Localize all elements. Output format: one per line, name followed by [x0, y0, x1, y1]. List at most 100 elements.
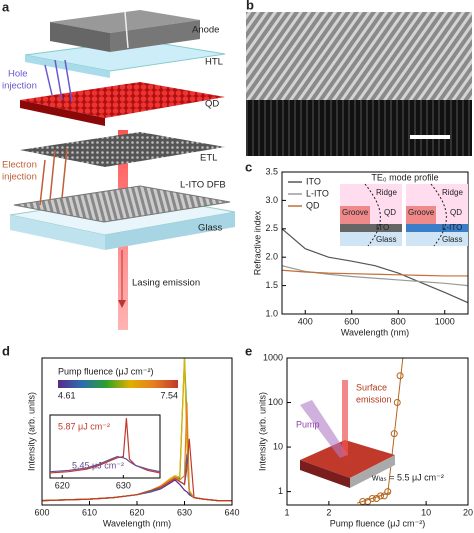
layer-label: Glass [198, 223, 223, 234]
electron-arrows [39, 147, 68, 206]
legend-label: ITO [306, 176, 321, 186]
fit-line [387, 358, 404, 494]
inset-label: L-ITO [442, 223, 462, 232]
y-tick-label: 1.0 [265, 308, 278, 318]
inset-label: Ridge [442, 188, 463, 197]
hole-arrows [44, 59, 73, 103]
line [42, 479, 232, 502]
dfb-layer [13, 185, 231, 223]
x-axis-label: Wavelength (nm) [103, 518, 171, 528]
colorbar [58, 380, 178, 388]
line [282, 269, 468, 277]
sem-top [246, 12, 472, 100]
y-axis-label: Refractive index [252, 210, 262, 275]
inset-label: Ridge [376, 188, 397, 197]
emission-beam [342, 380, 348, 455]
qd-side [20, 100, 105, 126]
x-axis-label: Pump fluence (μJ cm⁻²) [330, 518, 425, 528]
plot-area [357, 358, 404, 505]
annotation: Surface [356, 382, 387, 392]
emission-arrowhead [118, 300, 126, 308]
colorbar-min: 4.61 [58, 390, 76, 400]
scale-bar [410, 135, 450, 139]
plot-area [282, 228, 468, 304]
x-tick-label: 640 [224, 507, 239, 517]
panel-label: d [2, 343, 10, 358]
point [396, 372, 404, 380]
pump-beam [300, 400, 348, 458]
panel-label: a [2, 0, 10, 14]
device-side [350, 455, 395, 488]
glass-side [10, 215, 105, 250]
plot-area [42, 358, 232, 502]
glass-side [105, 212, 235, 250]
x-tick-label: 2 [326, 507, 331, 517]
inset-line [49, 455, 161, 473]
x-tick-label: 600 [34, 507, 49, 517]
panel-label: c [245, 159, 252, 174]
inset-label: QD [384, 208, 396, 217]
htl-side [25, 55, 110, 78]
point [377, 492, 385, 500]
hole-label: injection [2, 81, 37, 92]
point [380, 492, 388, 500]
x-tick-label: 800 [391, 316, 406, 326]
electron-label: injection [2, 172, 37, 183]
inset-label: Glass [376, 235, 396, 244]
y-tick-label: 100 [268, 397, 283, 407]
anode-top [50, 10, 200, 33]
anode-side [50, 22, 110, 52]
y-axis-label: Intensity (arb. units) [26, 392, 36, 471]
line [282, 228, 468, 304]
x-tick-label: 10 [421, 507, 431, 517]
annotation: Pump [296, 419, 320, 429]
inset-groove [406, 206, 436, 224]
mode-profile [430, 183, 447, 247]
x-tick-label: 1 [284, 507, 289, 517]
legend-label: QD [306, 200, 320, 210]
layer-label: HTL [205, 57, 223, 68]
y-tick-label: 10 [273, 441, 283, 451]
inset-glass [406, 232, 468, 246]
device-side [300, 460, 350, 488]
y-tick-label: 3.5 [265, 166, 278, 176]
panel-label: b [246, 0, 254, 12]
plot-frame [41, 357, 233, 506]
colorbar-title: Pump fluence (μJ cm⁻²) [58, 366, 153, 376]
inset-glass [340, 232, 402, 246]
x-tick-label: 610 [82, 507, 97, 517]
point [359, 497, 367, 505]
point [390, 430, 398, 438]
inset-electrode [406, 224, 468, 232]
inset-label: Groove [342, 208, 369, 217]
inset-electrode [340, 224, 402, 232]
x-tick-label: 1000 [435, 316, 455, 326]
inset-x-tick-label: 620 [55, 480, 70, 490]
panel-label: e [245, 343, 252, 358]
inset-x-tick-label: 630 [116, 480, 131, 490]
device-diagram: Anode HTL QD ETL L-ITO DFB Glass Hole in… [2, 10, 236, 330]
qd-layer [20, 82, 225, 118]
x-tick-label: 400 [298, 316, 313, 326]
x-tick-label: 630 [177, 507, 192, 517]
point [384, 488, 392, 496]
device-top [300, 440, 395, 478]
annotation: wₗₐₛ = 5.5 μJ cm⁻² [371, 472, 444, 482]
layer-label: L-ITO DFB [180, 180, 226, 191]
emission-label: Lasing emission [132, 278, 200, 289]
electron-label: Electron [2, 160, 37, 171]
layer-label: ETL [200, 153, 217, 164]
y-tick-label: 2.0 [265, 252, 278, 262]
inset-label: Glass [442, 235, 462, 244]
inset-series-label: 5.87 μJ cm⁻² [58, 421, 110, 431]
inset-label: Groove [408, 208, 435, 217]
y-tick-label: 2.5 [265, 223, 278, 233]
anode-slit [124, 11, 129, 49]
plot-frame [286, 357, 469, 506]
line [42, 438, 232, 502]
hole-label: Hole [8, 69, 28, 80]
inset-label: QD [450, 208, 462, 217]
y-tick-label: 1 [278, 486, 283, 496]
mode-profile [364, 183, 381, 247]
